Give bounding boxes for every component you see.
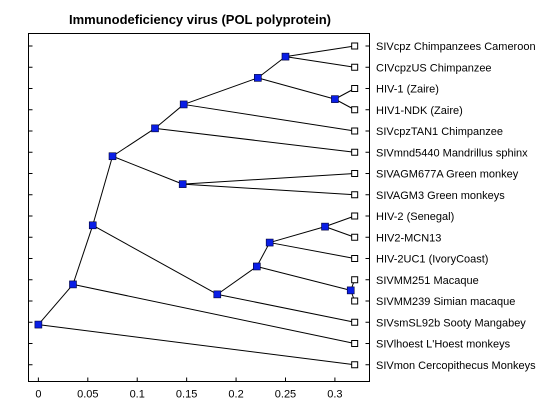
internal-node[interactable] <box>213 290 222 299</box>
branch <box>257 56 286 79</box>
leaf-node[interactable] <box>351 170 359 177</box>
branch <box>182 183 355 196</box>
leaf-node[interactable] <box>351 340 359 347</box>
plot-frame <box>28 33 370 382</box>
branch <box>183 103 355 132</box>
tree-nodes <box>34 42 359 369</box>
branch <box>217 293 355 323</box>
x-tick-label: 0.3 <box>327 389 342 401</box>
leaf-node[interactable] <box>351 318 359 326</box>
x-tick-label: 0.2 <box>228 389 243 401</box>
leaf-label: SIVMM251 Macaque <box>376 275 479 287</box>
x-tick-label: 0.05 <box>77 389 98 401</box>
y-axis-ticks <box>28 45 370 366</box>
branch <box>112 155 183 185</box>
leaf-node[interactable] <box>351 106 359 114</box>
internal-node[interactable] <box>253 262 261 271</box>
leaf-label: HIV2-MCN13 <box>376 232 441 244</box>
branch <box>256 242 271 267</box>
branch <box>257 77 336 100</box>
internal-node[interactable] <box>265 238 274 247</box>
tree-branches <box>38 45 356 366</box>
branch <box>269 226 326 244</box>
internal-node[interactable] <box>321 222 329 231</box>
internal-node[interactable] <box>69 280 77 289</box>
x-tick-label: 0.25 <box>275 389 296 401</box>
leaf-label: SIVcpzTAN1 Chimpanzee <box>376 126 503 138</box>
branch <box>154 127 355 153</box>
leaf-node[interactable] <box>351 361 359 369</box>
leaf-node[interactable] <box>351 63 359 71</box>
internal-node[interactable] <box>179 100 188 109</box>
x-tick-label: 0 <box>35 389 41 401</box>
branch <box>183 77 258 105</box>
leaf-node[interactable] <box>351 233 359 241</box>
leaf-node[interactable] <box>351 85 359 92</box>
leaf-node[interactable] <box>351 255 359 262</box>
branch <box>269 242 355 259</box>
leaf-node[interactable] <box>351 127 359 135</box>
plot-title: Immunodeficiency virus (POL polyprotein) <box>69 12 331 27</box>
leaf-label: SIVmon Cercopithecus Monkeys <box>376 360 536 372</box>
leaf-node[interactable] <box>351 212 359 220</box>
branch <box>92 224 218 295</box>
leaf-label: SIVmnd5440 Mandrillus sphinx <box>376 147 528 159</box>
branch <box>216 266 258 295</box>
branch <box>324 226 355 238</box>
x-tick-label: 0.15 <box>176 389 197 401</box>
leaf-label: SIVAGM3 Green monkeys <box>376 190 505 202</box>
branch <box>72 283 355 344</box>
leaf-label: SIVAGM677A Green monkey <box>376 169 519 181</box>
leaf-label: HIV-1 (Zaire) <box>376 84 439 96</box>
branch <box>38 324 355 366</box>
leaf-node[interactable] <box>351 148 359 156</box>
branch <box>285 45 355 58</box>
internal-node[interactable] <box>88 221 97 230</box>
internal-node[interactable] <box>151 124 159 133</box>
branch <box>112 127 156 157</box>
branch <box>285 56 355 68</box>
branch <box>92 156 113 226</box>
internal-node[interactable] <box>281 52 290 61</box>
branch <box>182 173 355 185</box>
branch <box>256 265 351 291</box>
x-axis-ticks: 0 0.05 0.1 0.15 0.2 0.25 0.3 <box>35 377 343 401</box>
leaf-label: HIV-2UC1 (IvoryCoast) <box>376 254 488 266</box>
branch <box>38 284 74 325</box>
leaf-node[interactable] <box>351 191 359 199</box>
leaf-node[interactable] <box>351 276 359 284</box>
leaf-label: HIV-2 (Senegal) <box>376 211 454 223</box>
internal-node[interactable] <box>346 286 355 295</box>
leaf-node[interactable] <box>351 297 359 305</box>
internal-node[interactable] <box>254 74 262 82</box>
x-tick-label: 0.1 <box>130 389 145 401</box>
internal-node[interactable] <box>331 95 339 103</box>
leaf-label: SIVMM239 Simian macaque <box>376 296 515 308</box>
leaf-label: HIV1-NDK (Zaire) <box>376 105 463 117</box>
leaf-labels: SIVcpz Chimpanzees Cameroon CIVcpzUS Chim… <box>376 41 536 372</box>
branch <box>324 215 355 228</box>
branch <box>154 104 184 129</box>
leaf-label: SIVlhoest L'Hoest monkeys <box>376 339 511 351</box>
branch <box>72 225 94 285</box>
internal-node[interactable] <box>178 180 187 188</box>
leaf-label: CIVcpzUS Chimpanzee <box>376 62 492 74</box>
internal-node[interactable] <box>34 320 43 329</box>
leaf-label: SIVcpz Chimpanzees Cameroon <box>376 41 536 53</box>
leaf-label: SIVsmSL92b Sooty Mangabey <box>376 317 526 329</box>
internal-node[interactable] <box>108 152 117 161</box>
leaf-node[interactable] <box>351 42 359 50</box>
